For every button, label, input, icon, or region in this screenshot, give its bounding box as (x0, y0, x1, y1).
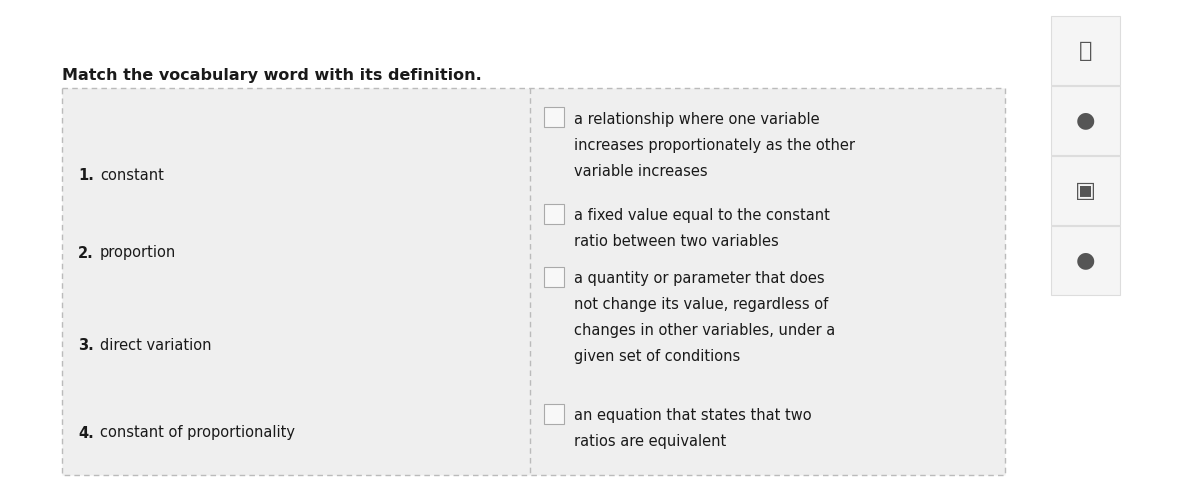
FancyBboxPatch shape (1051, 86, 1120, 155)
FancyBboxPatch shape (544, 107, 564, 127)
Text: ratio between two variables: ratio between two variables (574, 234, 779, 249)
FancyBboxPatch shape (1051, 226, 1120, 295)
Text: 3.: 3. (78, 338, 94, 353)
Text: ratios are equivalent: ratios are equivalent (574, 434, 726, 449)
Text: a fixed value equal to the constant: a fixed value equal to the constant (574, 208, 830, 223)
Text: Match the vocabulary word with its definition.: Match the vocabulary word with its defin… (62, 68, 481, 83)
Text: increases proportionately as the other: increases proportionately as the other (574, 138, 854, 153)
Text: 2.: 2. (78, 245, 94, 261)
Text: constant: constant (100, 167, 164, 183)
Text: constant of proportionality: constant of proportionality (100, 426, 295, 441)
Text: given set of conditions: given set of conditions (574, 349, 740, 364)
Text: ●: ● (1076, 111, 1096, 130)
Text: ▣: ▣ (1075, 181, 1096, 201)
FancyBboxPatch shape (62, 88, 1006, 475)
FancyBboxPatch shape (544, 404, 564, 424)
FancyBboxPatch shape (1051, 16, 1120, 85)
Text: not change its value, regardless of: not change its value, regardless of (574, 297, 828, 312)
Text: a quantity or parameter that does: a quantity or parameter that does (574, 271, 824, 286)
Text: an equation that states that two: an equation that states that two (574, 408, 811, 423)
Text: 4.: 4. (78, 426, 94, 441)
Text: ⎙: ⎙ (1079, 41, 1092, 60)
Text: a relationship where one variable: a relationship where one variable (574, 112, 820, 127)
Text: variable increases: variable increases (574, 164, 708, 179)
FancyBboxPatch shape (544, 267, 564, 287)
Text: ●: ● (1076, 250, 1096, 271)
Text: proportion: proportion (100, 245, 176, 261)
FancyBboxPatch shape (1051, 156, 1120, 225)
FancyBboxPatch shape (544, 204, 564, 224)
Text: 1.: 1. (78, 167, 94, 183)
Text: changes in other variables, under a: changes in other variables, under a (574, 323, 835, 338)
Text: direct variation: direct variation (100, 338, 211, 353)
